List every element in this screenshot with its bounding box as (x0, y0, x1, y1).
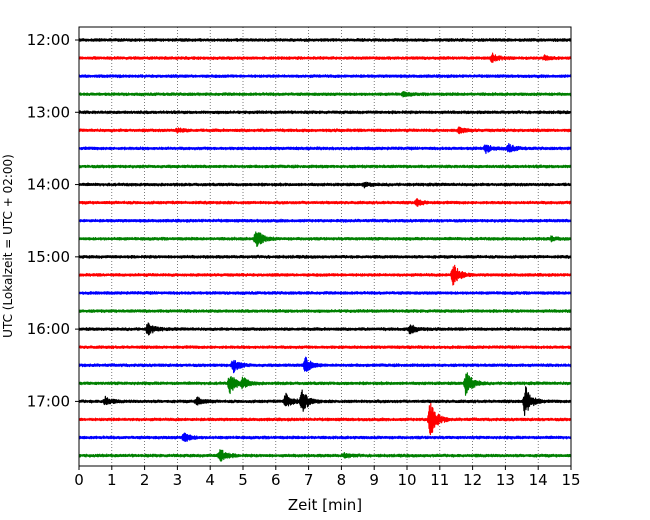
x-tick-label: 5 (238, 471, 248, 489)
y-tick-label: 15:00 (27, 248, 70, 266)
x-axis-label: Zeit [min] (288, 496, 362, 514)
trace-line (78, 449, 572, 462)
trace-line (78, 345, 572, 350)
trace-line (78, 90, 572, 98)
x-tick-label: 10 (397, 471, 416, 489)
x-tick-label: 9 (369, 471, 379, 489)
trace-line (78, 402, 572, 436)
y-tick-label: 12:00 (27, 31, 70, 49)
y-tick-label: 14:00 (27, 176, 70, 194)
x-tick-label: 12 (463, 471, 482, 489)
x-tick-label: 6 (271, 471, 281, 489)
trace-line (78, 386, 572, 416)
x-axis: 0 1 2 3 4 5 6 7 8 9 10 11 12 13 14 15 (74, 466, 581, 489)
x-tick-label: 0 (74, 471, 84, 489)
y-tick-label: 16:00 (27, 320, 70, 338)
trace-line (78, 308, 572, 314)
y-axis-label: UTC (Lokalzeit = UTC + 02:00) (1, 154, 15, 338)
x-tick-label: 8 (337, 471, 347, 489)
plot-frame (78, 26, 572, 467)
trace-line (78, 231, 572, 247)
trace-line (78, 432, 572, 442)
y-tick-label: 13:00 (27, 103, 70, 121)
x-tick-label: 7 (304, 471, 314, 489)
trace-line (78, 181, 572, 189)
x-tick-label: 14 (529, 471, 548, 489)
x-tick-label: 2 (140, 471, 150, 489)
x-tick-label: 3 (173, 471, 183, 489)
trace-line (78, 264, 572, 286)
trace-line (78, 218, 572, 223)
trace-line (78, 322, 572, 336)
seismic-traces (78, 37, 572, 462)
trace-line (78, 110, 572, 115)
trace-line (78, 52, 572, 63)
trace-line (78, 290, 572, 296)
x-tick-label: 13 (496, 471, 515, 489)
trace-line (78, 74, 572, 79)
trace-line (78, 143, 572, 155)
x-tick-label: 11 (430, 471, 449, 489)
y-tick-label: 17:00 (27, 392, 70, 410)
trace-line (78, 164, 572, 169)
x-tick-label: 4 (205, 471, 215, 489)
x-grid (111, 27, 539, 466)
trace-line (78, 126, 572, 135)
trace-line (78, 37, 572, 43)
x-tick-label: 15 (561, 471, 580, 489)
trace-line (78, 372, 572, 396)
trace-line (78, 356, 572, 374)
trace-line (78, 198, 572, 207)
trace-line (78, 254, 572, 259)
y-axis: 12:00 13:00 14:00 15:00 16:00 17:00 (27, 31, 79, 410)
x-tick-label: 1 (107, 471, 117, 489)
